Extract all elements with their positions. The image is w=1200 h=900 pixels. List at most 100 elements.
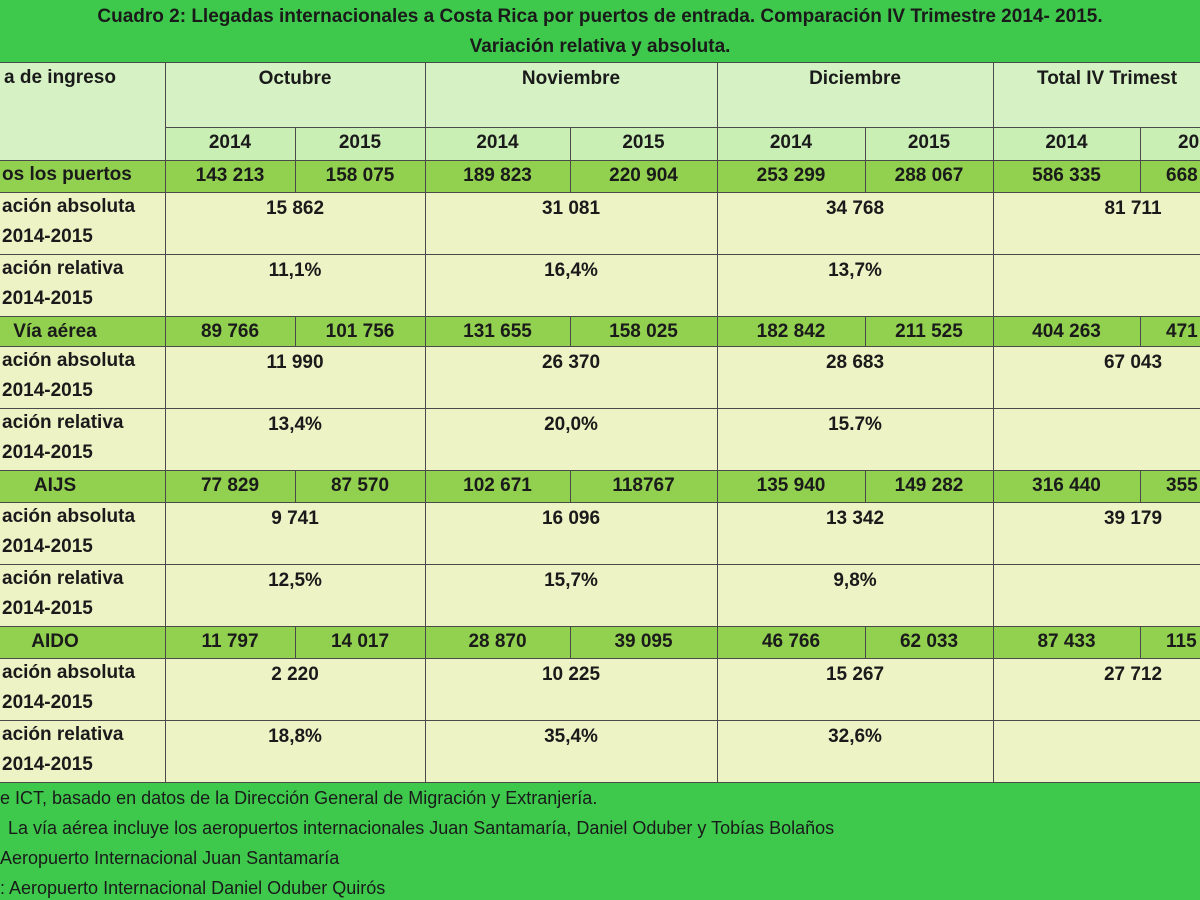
cell-value: 31 081 [541,198,601,219]
month-header: Total IV Trimest [1037,68,1178,89]
cell-value: 20,0% [544,414,598,435]
cell-value: 87 433 [1037,631,1096,652]
cell [1140,316,1200,347]
cell [717,502,994,565]
row-label: 2014-2015 [2,226,93,247]
cell-value: 158 025 [609,321,678,342]
cell-value: 15,7% [544,570,598,591]
cell [425,564,718,627]
cell [717,316,866,347]
cell-value: 62 033 [899,631,959,652]
cell [993,564,1200,627]
cell-value: 253 299 [756,165,826,186]
cell-value: 101 756 [325,321,395,342]
cell-value: 115 [1166,631,1197,652]
footnote: La vía aérea incluye los aeropuertos int… [8,818,835,838]
cell [0,470,166,503]
cell-value: 102 671 [463,475,532,496]
year-header: 20 [1178,132,1200,153]
cell-value: 471 [1166,321,1198,342]
cell-value: 135 940 [756,475,826,496]
cell-value: 81 711 [1104,198,1162,219]
cell-value: 32,6% [828,726,882,747]
row-label: 2014-2015 [2,380,93,401]
cell [717,127,866,161]
cell [425,408,718,471]
cell [0,346,166,409]
cell-value: 35,4% [544,726,598,747]
row-label: ación absoluta [2,506,136,527]
cell-value: 355 [1166,475,1198,496]
row-label: ación relativa [2,412,124,433]
cell-value: 118767 [612,475,675,496]
cell-value: 11 797 [201,631,259,652]
cell [865,160,994,193]
cell-value: 316 440 [1032,475,1101,496]
cell-value: 9,8% [833,570,877,591]
cell [865,127,994,161]
cell-value: 182 842 [756,321,826,342]
cell-value: 15 267 [825,664,885,685]
cell-value: 18,8% [268,726,322,747]
cell-value: 211 525 [895,321,963,342]
cell [165,720,426,783]
year-header: 2014 [769,132,813,153]
month-header: Octubre [258,68,332,89]
cell [865,316,994,347]
cell [425,160,571,193]
year-header: 2014 [208,132,252,153]
year-header: 2014 [476,132,519,153]
cell [0,62,166,161]
cell-value: 15 862 [265,198,325,219]
cell [425,502,718,565]
cell-value: 26 370 [541,352,601,373]
row-label: os los puertos [2,164,132,185]
row-label: 2014-2015 [2,692,93,713]
cell [717,254,994,317]
cell-value: 11,1% [268,260,322,281]
cell-value: 16 096 [541,508,601,529]
cell-value: 404 263 [1032,321,1101,342]
cell [165,564,426,627]
cell-value: 14 017 [330,631,390,652]
cell-value: 46 766 [761,631,821,652]
cell-value: 11 990 [266,352,324,373]
cell-value: 668 [1166,165,1198,186]
row-label: 2014-2015 [2,754,93,775]
footnote: e ICT, basado en datos de la Dirección G… [0,788,598,808]
year-header: 2014 [1045,132,1088,153]
title-line: Cuadro 2: Llegadas internacionales a Cos… [97,6,1103,27]
cell-value: 131 655 [463,321,532,342]
cell [0,626,166,659]
cell [425,62,718,128]
cell-value: 87 570 [330,475,390,496]
month-header: Diciembre [809,68,901,89]
cell [1140,160,1200,193]
cell-value: 39 179 [1103,508,1163,529]
row-label: AIJS [33,475,77,496]
cell [425,626,571,659]
cell-value: 67 043 [1103,352,1163,373]
year-header: 2015 [338,132,382,153]
cell [717,160,866,193]
cell-value: 28 683 [825,352,885,373]
cell [993,192,1200,255]
cell-value: 89 766 [200,321,260,342]
cell [0,316,166,347]
cell [165,316,296,347]
cell [717,192,994,255]
row-label: ación absoluta [2,196,136,217]
cell [717,564,994,627]
cell-value: 158 075 [325,165,395,186]
cell-value: 288 067 [894,165,964,186]
cell [570,160,718,193]
row-label: 2014-2015 [2,442,93,463]
cell [0,720,166,783]
row-label: AIDO [31,631,79,652]
month-header: Noviembre [521,68,621,89]
cell-value: 77 829 [200,475,260,496]
year-header: 2015 [907,132,951,153]
cell-value: 12,5% [268,570,322,591]
cell [993,160,1141,193]
